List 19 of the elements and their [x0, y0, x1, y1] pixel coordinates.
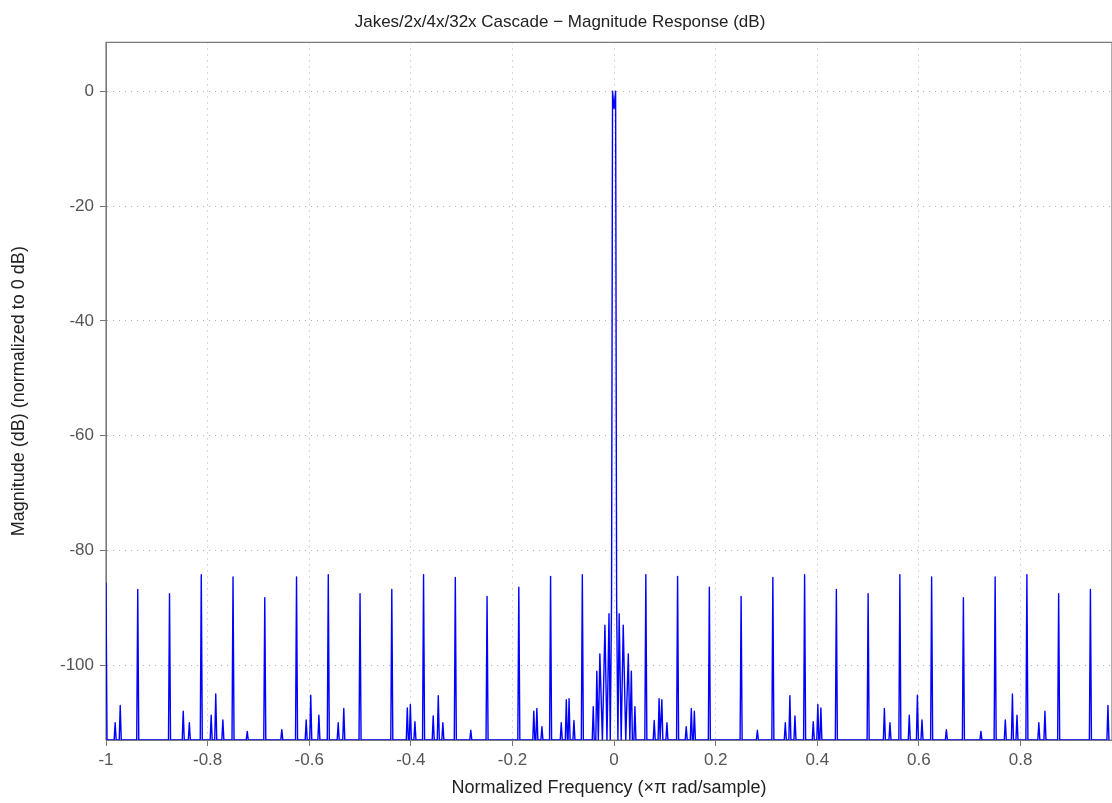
x-tick-label: 0.4 [805, 749, 830, 769]
y-tick-label: -40 [69, 310, 94, 330]
y-tick-label: 0 [84, 80, 94, 100]
x-tick-label: 0.2 [703, 749, 728, 769]
chart-title: Jakes/2x/4x/32x Cascade − Magnitude Response (dB) [354, 11, 766, 31]
y-axis-title: Magnitude (dB) (normalized to 0 dB) [7, 246, 28, 537]
x-tick-label: -1 [98, 749, 114, 769]
y-tick-label: -20 [69, 195, 94, 215]
y-tick-label: -100 [59, 655, 94, 675]
x-tick-label: 0.6 [907, 749, 931, 769]
x-tick-label: -0.8 [192, 749, 223, 769]
x-tick-label: -0.2 [497, 749, 528, 769]
y-tick-label: -80 [69, 540, 94, 560]
x-tick-label: -0.6 [294, 749, 324, 769]
x-tick-label: -0.4 [396, 749, 426, 769]
x-axis-title: Normalized Frequency (×π rad/sample) [451, 777, 767, 798]
x-tick-label: 0 [609, 749, 619, 769]
x-tick-label: 0.8 [1008, 749, 1033, 769]
y-tick-label: -60 [69, 425, 94, 445]
